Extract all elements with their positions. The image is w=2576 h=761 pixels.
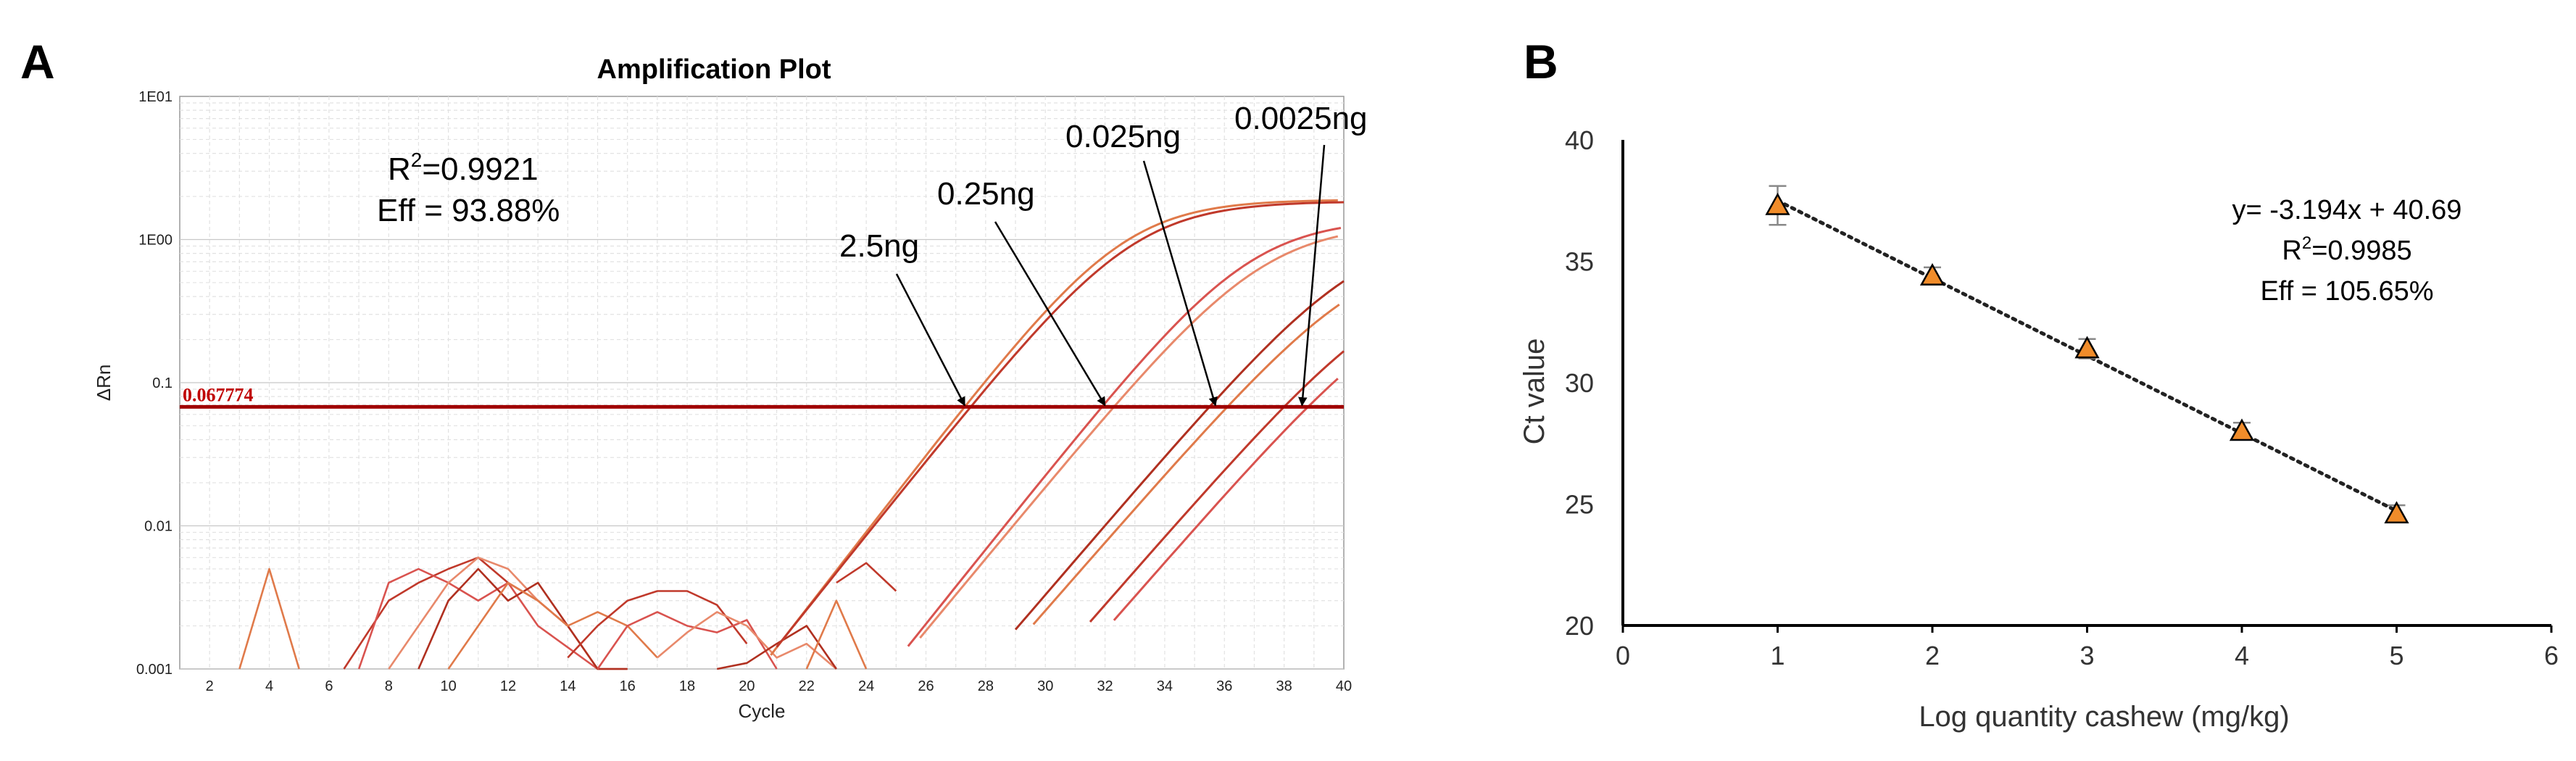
y-tick-label-a: 1E00 bbox=[138, 233, 173, 249]
noise-trace bbox=[716, 625, 837, 670]
x-tick-label-a: 34 bbox=[1157, 678, 1173, 694]
data-point-triangle bbox=[1919, 263, 1945, 286]
r2-prefix-a: R bbox=[388, 151, 411, 187]
y-tick-label-a: 0.1 bbox=[152, 375, 173, 391]
x-tick-label-a: 30 bbox=[1037, 678, 1053, 694]
threshold-label: 0.067774 bbox=[183, 384, 254, 405]
x-tick-label-a: 4 bbox=[265, 678, 273, 694]
x-tick-label-a: 20 bbox=[739, 678, 755, 694]
x-tick-label-b: 2 bbox=[1925, 641, 1940, 670]
noise-trace bbox=[805, 599, 868, 670]
y-tick-label-a: 0.001 bbox=[136, 662, 173, 678]
x-tick-label-b: 1 bbox=[1770, 641, 1784, 670]
x-tick-label-a: 36 bbox=[1216, 678, 1232, 694]
standard-curve-plot: 0 1 2 3 4 5 6 20 25 30 35 40 Log quantity cashew (… bbox=[1518, 125, 2559, 733]
annotation-arrow bbox=[1142, 160, 1218, 407]
x-tick-label-a: 32 bbox=[1097, 678, 1113, 694]
data-point-triangle bbox=[2229, 418, 2255, 441]
regression-equation: y= -3.194x + 40.69 bbox=[2232, 195, 2462, 225]
r2-annotation-b: R2=0.9985 bbox=[2282, 233, 2411, 266]
noise-trace bbox=[836, 562, 897, 592]
noise-trace bbox=[567, 590, 748, 659]
amplification-curve bbox=[907, 227, 1342, 647]
annotation-arrow bbox=[994, 221, 1106, 407]
x-ticks-b: 0 1 2 3 4 5 6 bbox=[1616, 625, 2559, 670]
data-point-triangle bbox=[1765, 192, 1790, 215]
x-tick-label-a: 8 bbox=[385, 678, 393, 694]
r2-value-a: =0.9921 bbox=[422, 151, 538, 187]
y-axis-label-b: Ct value bbox=[1518, 338, 1550, 445]
y-tick-label-b: 40 bbox=[1565, 125, 1594, 155]
panel-label-a: A bbox=[20, 35, 55, 88]
amplification-curves bbox=[770, 199, 1345, 656]
annotation-label-0-0025ng: 0.0025ng bbox=[1234, 101, 1368, 136]
data-point-triangle bbox=[2384, 501, 2409, 524]
x-ticks-a: 2 4 6 8 10 12 14 16 18 20 22 24 26 28 30 32 34 36 38 40 bbox=[206, 678, 1353, 694]
y-ticks-a: 1E01 1E00 0.1 0.01 0.001 bbox=[136, 89, 173, 678]
annotation-label-0-025ng: 0.025ng bbox=[1065, 119, 1181, 154]
x-tick-label-b: 6 bbox=[2544, 641, 2559, 670]
annotation-arrow bbox=[1298, 144, 1326, 407]
x-tick-label-a: 18 bbox=[679, 678, 695, 694]
amplification-curve bbox=[770, 199, 1338, 656]
x-tick-label-a: 26 bbox=[918, 678, 934, 694]
amplification-curve bbox=[1113, 378, 1339, 621]
amplification-plot: Amplification Plot 0.067774 2 4 6 8 10 12 14 16… bbox=[93, 54, 1368, 722]
y-tick-label-a: 0.01 bbox=[144, 519, 173, 535]
noise-trace bbox=[447, 581, 658, 670]
annotation-label-2-5ng: 2.5ng bbox=[839, 228, 919, 264]
r2-superscript-b: 2 bbox=[2302, 233, 2311, 253]
noise-traces bbox=[238, 557, 897, 670]
x-axis-label-a: Cycle bbox=[738, 700, 785, 722]
x-tick-label-a: 12 bbox=[500, 678, 516, 694]
x-tick-label-a: 38 bbox=[1276, 678, 1292, 694]
x-tick-label-b: 4 bbox=[2235, 641, 2249, 670]
amplification-curve bbox=[919, 235, 1339, 639]
y-tick-label-a: 1E01 bbox=[138, 89, 173, 105]
x-tick-label-a: 14 bbox=[560, 678, 576, 694]
concentration-annotations: 2.5ng 0.25ng 0.025ng 0.0025ng bbox=[839, 101, 1368, 407]
amplification-curve bbox=[776, 201, 1345, 648]
efficiency-annotation-a: Eff = 93.88% bbox=[377, 193, 560, 228]
amplification-curve bbox=[1032, 303, 1340, 625]
data-point-triangle bbox=[2074, 336, 2100, 359]
x-tick-label-b: 3 bbox=[2080, 641, 2094, 670]
annotation-arrow bbox=[895, 273, 966, 407]
y-tick-label-b: 30 bbox=[1565, 368, 1594, 398]
noise-trace bbox=[357, 567, 628, 670]
x-tick-label-a: 6 bbox=[325, 678, 333, 694]
panel-label-b: B bbox=[1524, 35, 1558, 88]
x-tick-label-a: 24 bbox=[858, 678, 874, 694]
r2-superscript-a: 2 bbox=[411, 149, 423, 171]
r2-value-b: =0.9985 bbox=[2311, 236, 2411, 266]
x-tick-label-a: 10 bbox=[440, 678, 456, 694]
x-tick-label-a: 40 bbox=[1336, 678, 1352, 694]
y-ticks-b: 20 25 30 35 40 bbox=[1565, 125, 1594, 641]
y-tick-label-b: 20 bbox=[1565, 611, 1594, 641]
y-axis-label-a: ΔRn bbox=[93, 365, 115, 402]
data-points-b bbox=[1765, 185, 2409, 524]
x-tick-label-b: 5 bbox=[2389, 641, 2403, 670]
x-tick-label-a: 28 bbox=[978, 678, 994, 694]
x-tick-label-a: 22 bbox=[799, 678, 815, 694]
r2-prefix-b: R bbox=[2282, 236, 2301, 266]
grid-a bbox=[180, 96, 1344, 670]
amplification-curve bbox=[1014, 280, 1345, 631]
y-tick-label-b: 35 bbox=[1565, 247, 1594, 277]
annotation-label-0-25ng: 0.25ng bbox=[937, 176, 1035, 212]
y-tick-label-b: 25 bbox=[1565, 490, 1594, 520]
x-tick-label-a: 16 bbox=[620, 678, 636, 694]
noise-trace bbox=[657, 611, 837, 670]
efficiency-annotation-b: Eff = 105.65% bbox=[2260, 276, 2433, 307]
x-tick-label-a: 2 bbox=[206, 678, 214, 694]
noise-trace bbox=[597, 611, 778, 670]
x-tick-label-b: 0 bbox=[1616, 641, 1630, 670]
noise-trace bbox=[238, 567, 300, 670]
r2-annotation-a: R2=0.9921 bbox=[388, 149, 539, 187]
amplification-plot-title: Amplification Plot bbox=[597, 54, 831, 85]
x-axis-label-b: Log quantity cashew (mg/kg) bbox=[1919, 701, 2289, 733]
amplification-curve bbox=[1089, 350, 1345, 623]
